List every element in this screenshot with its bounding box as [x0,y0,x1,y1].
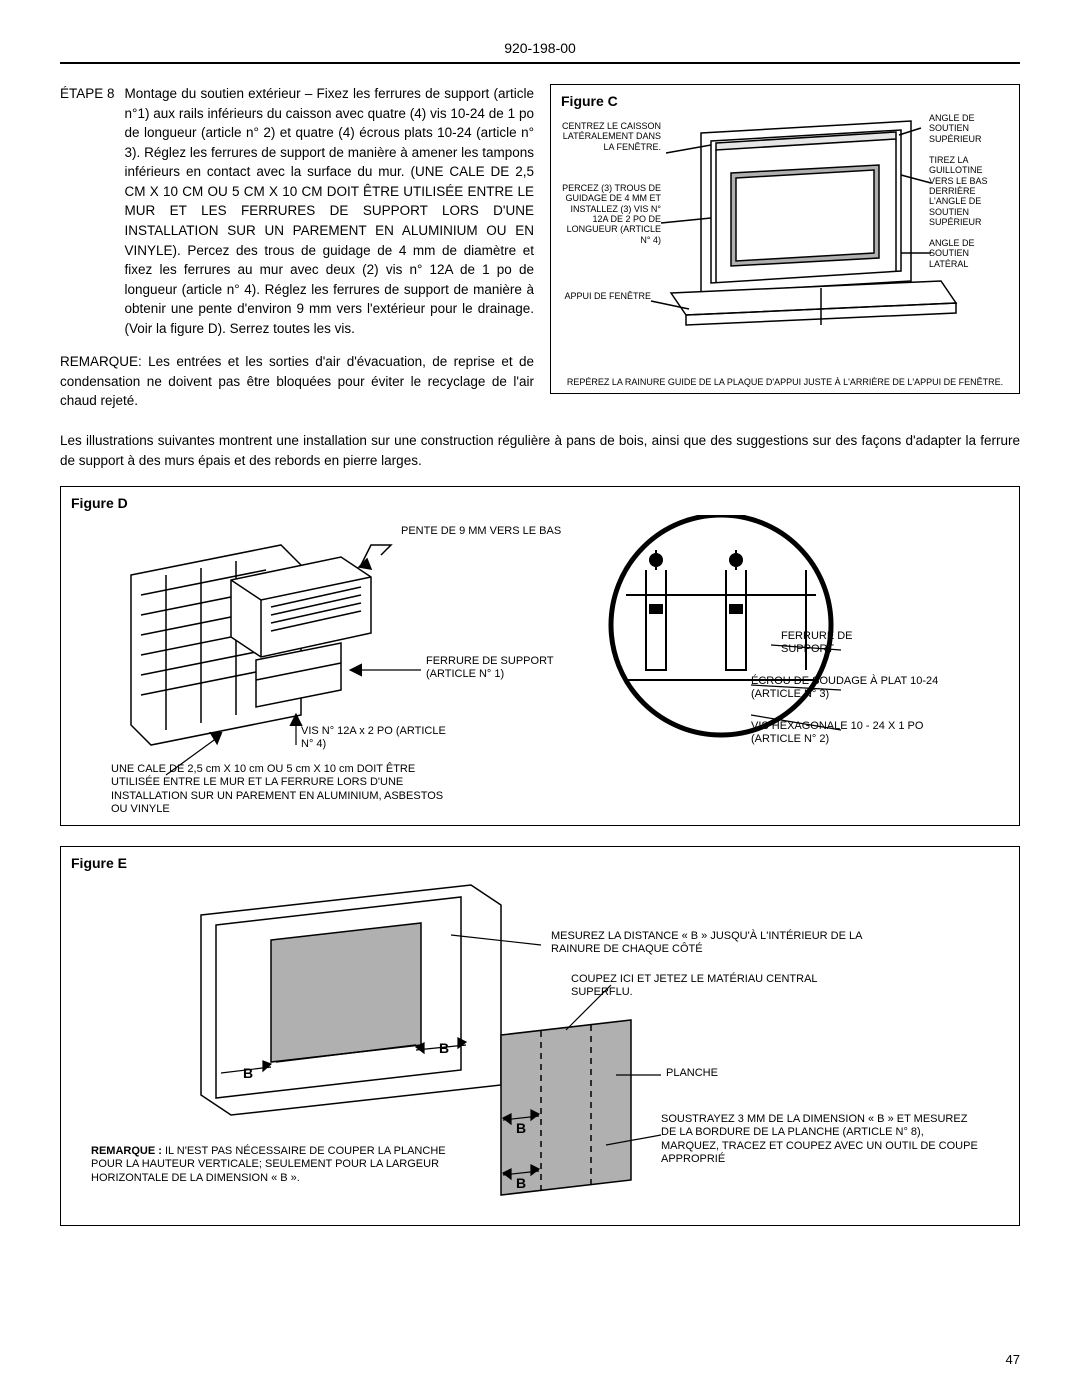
step-label: ÉTAPE 8 [60,84,115,338]
figd-c5: FERRURE DE SUPPORT [781,630,901,656]
fige-c3: PLANCHE [666,1067,786,1080]
intertext: Les illustrations suivantes montrent une… [60,431,1020,470]
page-number: 47 [1006,1352,1020,1367]
figure-d: Figure D [60,486,1020,826]
figd-c2: FERRURE DE SUPPORT (ARTICLE N° 1) [426,655,596,681]
b-label-2: B [243,1065,253,1081]
figc-caption: REPÉREZ LA RAINURE GUIDE DE LA PLAQUE D'… [561,377,1009,387]
figc-right1: ANGLE DE SOUTIEN SUPÉRIEUR [929,113,1009,144]
figd-c1: PENTE DE 9 MM VERS LE BAS [401,525,561,538]
fige-c1: MESUREZ LA DISTANCE « B » JUSQU'À L'INTÉ… [551,930,871,956]
figd-c6: ÉCROU DE SOUDAGE À PLAT 10-24 (ARTICLE N… [751,675,951,701]
top-block: ÉTAPE 8 Montage du soutien extérieur – F… [60,84,1020,411]
figd-c7: VIS HEXAGONALE 10 - 24 X 1 PO (ARTICLE N… [751,720,961,746]
figure-c-title: Figure C [561,93,1009,109]
figure-e: Figure E [60,846,1020,1226]
fige-c2: COUPEZ ICI ET JETEZ LE MATÉRIAU CENTRAL … [571,973,871,999]
b-label-4: B [516,1175,526,1191]
figc-right2: TIREZ LA GUILLOTINE VERS LE BAS DERRIÈRE… [929,155,1009,227]
figc-left3: APPUI DE FENÊTRE [561,291,651,301]
figc-left1: CENTREZ LE CAISSON LATÉRALEMENT DANS LA … [561,121,661,152]
fige-remarque-text: REMARQUE : IL N'EST PAS NÉCESSAIRE DE CO… [91,1145,446,1183]
b-label-1: B [439,1040,449,1056]
figure-e-title: Figure E [71,855,1009,871]
figd-c3: VIS N° 12A x 2 PO (ARTICLE N° 4) [301,725,451,751]
figure-d-title: Figure D [71,495,1009,511]
header-rule [60,62,1020,64]
step-body: Montage du soutien extérieur – Fixez les… [125,84,534,338]
figc-left2: PERCEZ (3) TROUS DE GUIDAGE DE 4 MM ET I… [561,183,661,245]
figd-c4: UNE CALE DE 2,5 cm X 10 cm OU 5 cm X 10 … [111,763,461,816]
remarque-top: REMARQUE: Les entrées et les sorties d'a… [60,352,534,411]
figc-right3: ANGLE DE SOUTIEN LATÉRAL [929,238,1009,269]
figure-c: Figure C [550,84,1020,394]
fige-c4: SOUSTRAYEZ 3 MM DE LA DIMENSION « B » ET… [661,1113,981,1166]
fige-remarque: REMARQUE : IL N'EST PAS NÉCESSAIRE DE CO… [91,1145,471,1185]
b-label-3: B [516,1120,526,1136]
doc-number: 920-198-00 [60,40,1020,56]
